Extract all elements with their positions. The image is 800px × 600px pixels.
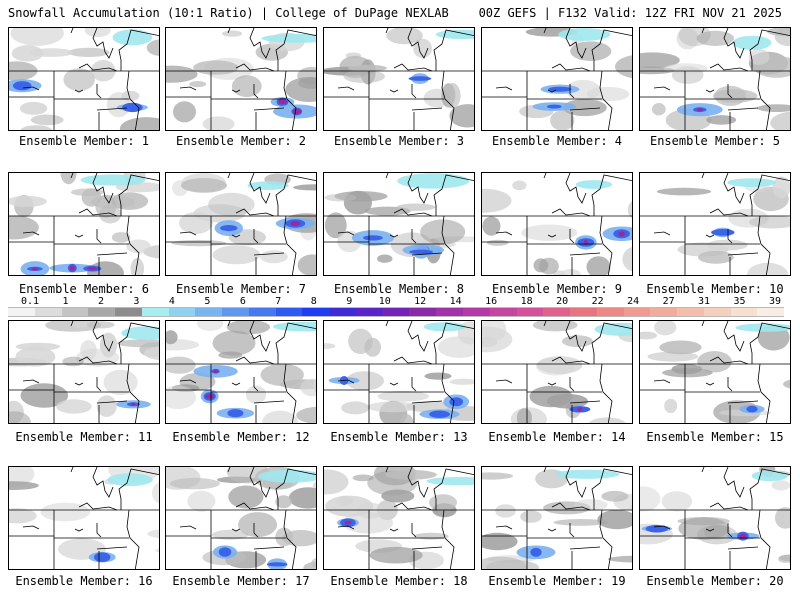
color-scale-swatch-20 [543, 308, 571, 316]
color-scale-tick-label: 2 [97, 296, 105, 307]
color-scale-swatch-11 [302, 308, 330, 316]
color-scale-tick-label: 35 [733, 296, 746, 307]
ensemble-member-map-16 [8, 466, 160, 570]
color-scale-swatch-27 [730, 308, 758, 316]
color-scale-swatch-8 [222, 308, 249, 316]
color-scale-tick-label: 9 [346, 296, 353, 307]
color-scale-swatch-1 [34, 308, 62, 316]
ensemble-member-map-3 [323, 27, 475, 131]
color-scale-tick-label: 5 [204, 296, 211, 307]
color-scale-swatch-21 [570, 308, 597, 316]
color-scale-tick-label: 24 [627, 296, 640, 307]
ensemble-member-map-14 [481, 320, 633, 424]
color-scale-swatch-13 [355, 308, 383, 316]
color-scale-swatch-10 [275, 308, 303, 316]
ensemble-member-label-1: Ensemble Member: 1 [18, 134, 150, 148]
ensemble-member-map-17 [165, 466, 317, 570]
ensemble-member-label-6: Ensemble Member: 6 [18, 282, 150, 296]
ensemble-member-map-4 [481, 27, 633, 131]
color-scale-swatch-18 [489, 308, 517, 316]
color-scale-swatch-19 [516, 308, 544, 316]
ensemble-member-label-5: Ensemble Member: 5 [649, 134, 781, 148]
color-scale-tick-label: 20 [556, 296, 569, 307]
ensemble-member-label-20: Ensemble Member: 20 [646, 574, 784, 588]
ensemble-member-map-9 [481, 172, 633, 276]
ensemble-member-label-11: Ensemble Member: 11 [15, 430, 153, 444]
color-scale-swatch-6 [168, 308, 196, 316]
ensemble-member-map-1 [8, 27, 160, 131]
ensemble-member-map-5 [639, 27, 791, 131]
color-scale-tick-label: 22 [591, 296, 604, 307]
color-scale-swatch-25 [677, 308, 704, 316]
ensemble-member-label-14: Ensemble Member: 14 [488, 430, 626, 444]
ensemble-member-label-3: Ensemble Member: 3 [333, 134, 465, 148]
color-scale-swatch-4 [115, 308, 142, 316]
ensemble-member-label-12: Ensemble Member: 12 [172, 430, 310, 444]
ensemble-member-label-15: Ensemble Member: 15 [646, 430, 784, 444]
color-scale-tick-label: 6 [239, 296, 246, 307]
ensemble-member-map-15 [639, 320, 791, 424]
color-scale-swatch-9 [248, 308, 276, 316]
color-scale-swatch-17 [463, 308, 490, 316]
color-scale-swatch-16 [436, 308, 464, 316]
ensemble-member-label-19: Ensemble Member: 19 [488, 574, 626, 588]
ensemble-member-label-16: Ensemble Member: 16 [15, 574, 153, 588]
color-scale-swatch-28 [757, 308, 785, 316]
ensemble-member-map-6 [8, 172, 160, 276]
color-scale-tick-label: 18 [520, 296, 533, 307]
ensemble-member-label-4: Ensemble Member: 4 [491, 134, 623, 148]
ensemble-member-map-10 [639, 172, 791, 276]
run-valid-time: 00Z GEFS | F132 Valid: 12Z FRI NOV 21 20… [478, 6, 782, 20]
color-scale-tick-label: 16 [485, 296, 498, 307]
ensemble-member-label-2: Ensemble Member: 2 [175, 134, 307, 148]
color-scale-tick-label: 1 [62, 296, 69, 307]
color-scale-tick-label: 12 [414, 296, 427, 307]
ensemble-member-map-18 [323, 466, 475, 570]
ensemble-member-label-13: Ensemble Member: 13 [330, 430, 468, 444]
color-scale-swatch-26 [703, 308, 731, 316]
color-scale-swatch-24 [650, 308, 678, 316]
ensemble-member-map-8 [323, 172, 475, 276]
color-scale-tick-label: 10 [378, 296, 391, 307]
color-scale-tick-label: 7 [275, 296, 282, 307]
color-scale-swatch-22 [596, 308, 624, 316]
ensemble-member-map-20 [639, 466, 791, 570]
color-scale-tick-label: 3 [133, 296, 140, 307]
ensemble-member-label-9: Ensemble Member: 9 [491, 282, 623, 296]
ensemble-member-label-7: Ensemble Member: 7 [175, 282, 307, 296]
ensemble-member-map-2 [165, 27, 317, 131]
color-scale-tick-label: 39 [768, 296, 782, 307]
color-scale-tick-label: 0.1 [20, 296, 40, 307]
color-scale-swatch-12 [329, 308, 356, 316]
ensemble-member-map-12 [165, 320, 317, 424]
ensemble-member-map-7 [165, 172, 317, 276]
color-scale-tick-label: 31 [697, 296, 711, 307]
ensemble-member-map-13 [323, 320, 475, 424]
snowfall-color-scale [8, 307, 785, 317]
ensemble-member-label-8: Ensemble Member: 8 [333, 282, 465, 296]
color-scale-tick-label: 4 [168, 296, 175, 307]
ensemble-member-map-19 [481, 466, 633, 570]
color-scale-tick-label: 27 [662, 296, 675, 307]
ensemble-member-label-18: Ensemble Member: 18 [330, 574, 468, 588]
color-scale-tick-label: 8 [310, 296, 317, 307]
color-scale-swatch-5 [141, 308, 169, 316]
ensemble-member-map-11 [8, 320, 160, 424]
ensemble-member-label-17: Ensemble Member: 17 [172, 574, 310, 588]
color-scale-swatch-2 [61, 308, 89, 316]
color-scale-swatch-3 [88, 308, 116, 316]
color-scale-swatch-7 [195, 308, 223, 316]
color-scale-swatch-0 [8, 308, 35, 316]
color-scale-tick-label: 14 [449, 296, 462, 307]
ensemble-member-label-10: Ensemble Member: 10 [646, 282, 784, 296]
color-scale-swatch-14 [382, 308, 410, 316]
color-scale-swatch-15 [409, 308, 437, 316]
color-scale-swatch-23 [623, 308, 651, 316]
product-title: Snowfall Accumulation (10:1 Ratio) | Col… [8, 6, 449, 20]
